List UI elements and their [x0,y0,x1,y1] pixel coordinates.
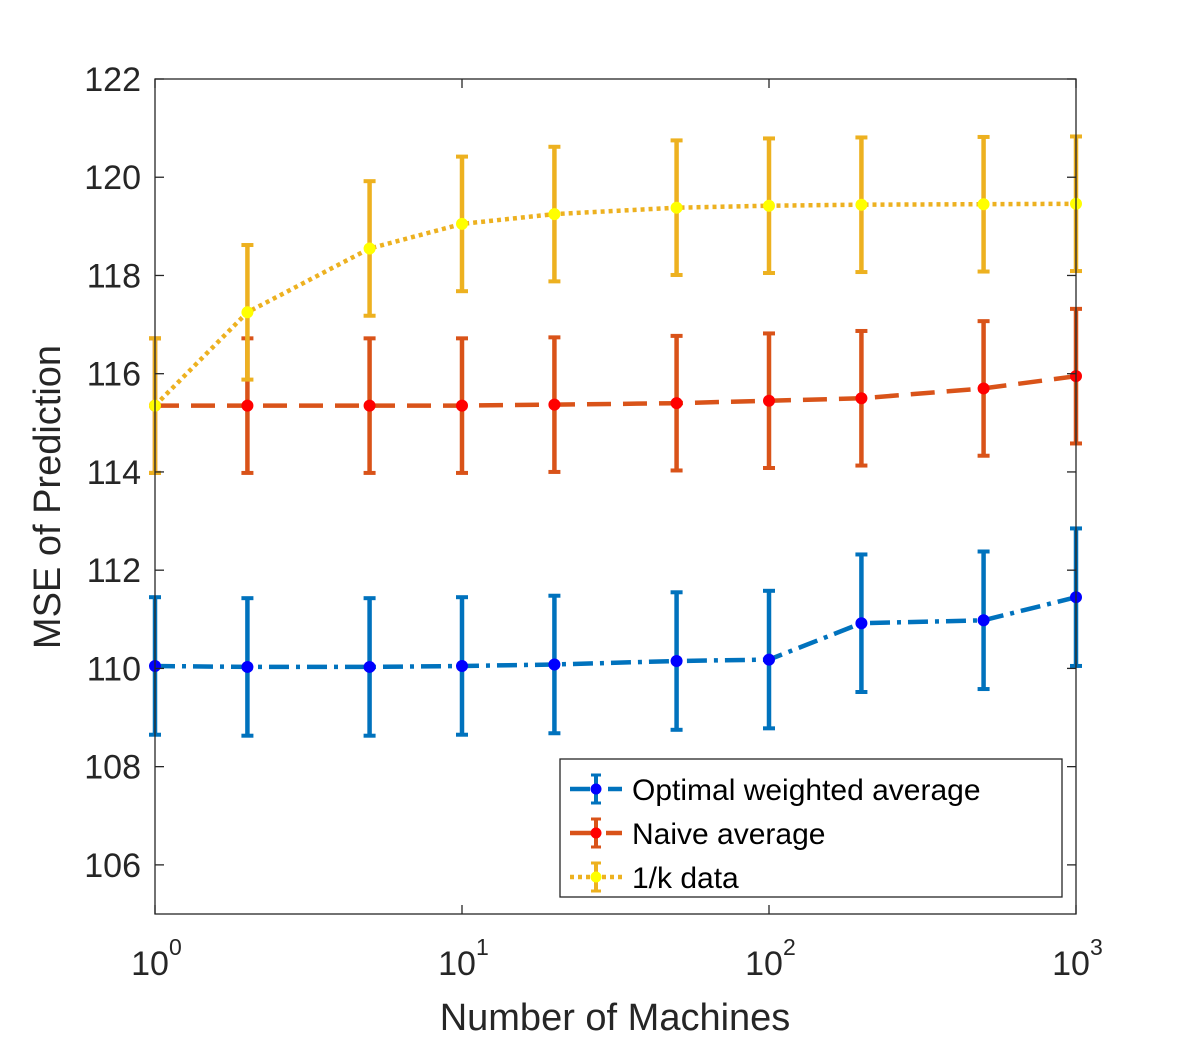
data-point [977,382,990,395]
data-point [548,398,561,411]
data-point [670,397,683,410]
y-tick-label: 112 [87,552,141,590]
data-point [763,653,775,666]
data-point [977,198,990,211]
y-tick-label: 120 [84,159,141,197]
data-point [548,658,561,671]
x-tick-label: 10 [745,945,783,983]
legend: Optimal weighted average Naive average 1/k… [559,758,1063,898]
data-point [241,660,254,673]
data-point [456,399,468,412]
data-point [763,394,775,407]
y-tick-label: 114 [87,454,141,492]
x-tick-exponent: 1 [476,934,489,960]
data-point [363,660,376,673]
y-tick-label: 116 [87,356,141,394]
legend-marker [590,827,602,839]
x-tick-exponent: 3 [1090,934,1103,960]
data-point [855,198,868,211]
data-point [456,659,468,672]
data-point [548,208,561,221]
legend-label: Optimal weighted average [632,774,981,807]
legend-marker [590,871,602,883]
x-tick-exponent: 0 [169,934,182,960]
legend-box [559,758,1063,898]
legend-label: 1/k data [632,862,739,895]
data-point [670,655,683,668]
data-point [855,392,868,405]
x-tick-label: 10 [1052,945,1090,983]
series-layer [149,134,1082,738]
legend-label: Naive average [632,818,825,851]
x-axis-title: Number of Machines [440,997,791,1039]
data-point [241,306,254,319]
x-tick-exponent: 2 [783,934,796,960]
data-point [763,199,775,212]
data-point [977,614,990,627]
data-point [363,242,376,255]
y-tick-label: 122 [84,61,141,99]
y-axis-title: MSE of Prediction [27,345,69,649]
legend-marker [590,783,602,795]
data-point [855,617,868,630]
x-tick-label: 10 [438,945,476,983]
x-tick-label: 10 [131,945,169,983]
series-line [153,201,1077,408]
data-point [670,201,683,214]
y-tick-label: 108 [84,749,141,787]
data-point [363,399,376,412]
plot-border [154,78,1077,915]
data-point [456,217,468,230]
y-tick-label: 118 [87,257,141,295]
data-point [241,399,254,412]
series-line [155,373,1077,408]
y-tick-label: 110 [87,650,141,688]
series-line [154,595,1077,670]
y-tick-label: 106 [84,847,141,885]
